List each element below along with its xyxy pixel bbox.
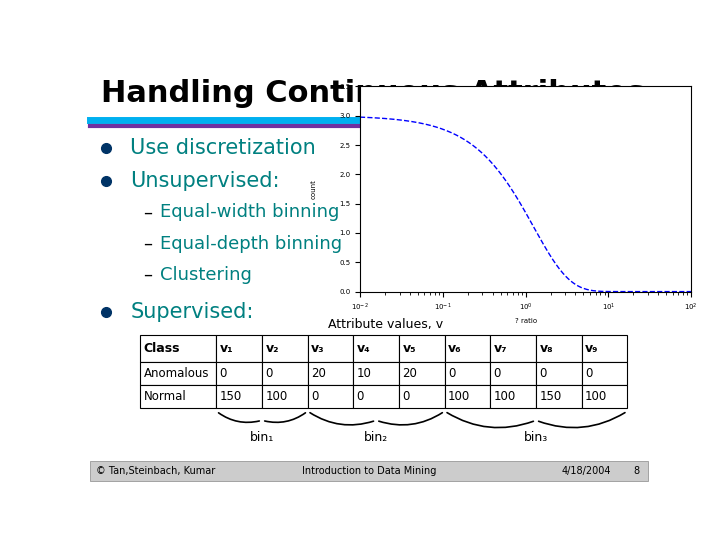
Text: Equal-width binning: Equal-width binning	[160, 204, 339, 221]
FancyBboxPatch shape	[536, 335, 582, 362]
FancyBboxPatch shape	[582, 362, 627, 385]
FancyBboxPatch shape	[582, 335, 627, 362]
Text: Supervised:: Supervised:	[130, 302, 253, 322]
FancyBboxPatch shape	[354, 385, 399, 408]
Text: 0: 0	[220, 367, 227, 380]
Text: v₄: v₄	[356, 342, 370, 355]
FancyBboxPatch shape	[445, 385, 490, 408]
Text: 20: 20	[402, 367, 417, 380]
Text: 0: 0	[266, 367, 273, 380]
FancyBboxPatch shape	[140, 385, 216, 408]
Text: Normal: Normal	[143, 390, 186, 403]
Text: –: –	[143, 204, 152, 221]
FancyBboxPatch shape	[216, 362, 262, 385]
FancyBboxPatch shape	[307, 335, 354, 362]
Text: Handling Continuous Attributes: Handling Continuous Attributes	[101, 79, 645, 109]
FancyBboxPatch shape	[140, 362, 216, 385]
Text: 100: 100	[266, 390, 287, 403]
Text: v₁: v₁	[220, 342, 233, 355]
FancyBboxPatch shape	[536, 385, 582, 408]
FancyBboxPatch shape	[445, 335, 490, 362]
Text: 100: 100	[448, 390, 470, 403]
Text: v₆: v₆	[448, 342, 462, 355]
FancyBboxPatch shape	[262, 385, 307, 408]
Text: Introduction to Data Mining: Introduction to Data Mining	[302, 465, 436, 476]
Text: v₃: v₃	[311, 342, 325, 355]
FancyBboxPatch shape	[354, 362, 399, 385]
FancyBboxPatch shape	[354, 335, 399, 362]
Text: bin₂: bin₂	[364, 431, 388, 444]
Y-axis label: count: count	[311, 179, 317, 199]
FancyBboxPatch shape	[307, 362, 354, 385]
Text: Attribute values, v: Attribute values, v	[328, 318, 444, 331]
Text: 0: 0	[448, 367, 455, 380]
Text: Class: Class	[143, 342, 180, 355]
Text: bin₃: bin₃	[524, 431, 548, 444]
Text: 0: 0	[356, 390, 364, 403]
FancyBboxPatch shape	[445, 362, 490, 385]
Text: v₉: v₉	[585, 342, 598, 355]
FancyBboxPatch shape	[536, 362, 582, 385]
FancyBboxPatch shape	[490, 385, 536, 408]
Text: 0: 0	[539, 367, 546, 380]
Text: © Tan,Steinbach, Kumar: © Tan,Steinbach, Kumar	[96, 465, 215, 476]
FancyBboxPatch shape	[399, 362, 445, 385]
Text: Use discretization: Use discretization	[130, 138, 316, 158]
Text: –: –	[143, 266, 152, 284]
FancyBboxPatch shape	[262, 335, 307, 362]
Text: 0: 0	[494, 367, 501, 380]
FancyBboxPatch shape	[216, 335, 262, 362]
Text: 4/18/2004: 4/18/2004	[562, 465, 611, 476]
Text: 20: 20	[311, 367, 326, 380]
FancyBboxPatch shape	[90, 461, 648, 481]
Text: 0: 0	[585, 367, 593, 380]
FancyBboxPatch shape	[262, 362, 307, 385]
Text: –: –	[143, 234, 152, 253]
FancyBboxPatch shape	[216, 385, 262, 408]
FancyBboxPatch shape	[490, 362, 536, 385]
Text: 150: 150	[539, 390, 562, 403]
Text: Equal-depth binning: Equal-depth binning	[160, 234, 342, 253]
Text: 150: 150	[220, 390, 242, 403]
Text: 100: 100	[585, 390, 607, 403]
Text: v₈: v₈	[539, 342, 553, 355]
FancyBboxPatch shape	[490, 335, 536, 362]
Text: 8: 8	[634, 465, 639, 476]
Text: 10: 10	[356, 367, 372, 380]
FancyBboxPatch shape	[140, 335, 216, 362]
FancyBboxPatch shape	[582, 385, 627, 408]
Text: v₂: v₂	[266, 342, 279, 355]
Text: 0: 0	[402, 390, 410, 403]
Text: v₅: v₅	[402, 342, 416, 355]
X-axis label: ? ratio: ? ratio	[515, 318, 536, 324]
Text: 100: 100	[494, 390, 516, 403]
Text: Clustering: Clustering	[160, 266, 251, 284]
Text: 0: 0	[311, 390, 318, 403]
FancyBboxPatch shape	[399, 335, 445, 362]
Text: Anomalous: Anomalous	[143, 367, 209, 380]
Text: v₇: v₇	[494, 342, 508, 355]
FancyBboxPatch shape	[399, 385, 445, 408]
Text: bin₁: bin₁	[250, 431, 274, 444]
Text: Unsupervised:: Unsupervised:	[130, 171, 279, 191]
FancyBboxPatch shape	[307, 385, 354, 408]
